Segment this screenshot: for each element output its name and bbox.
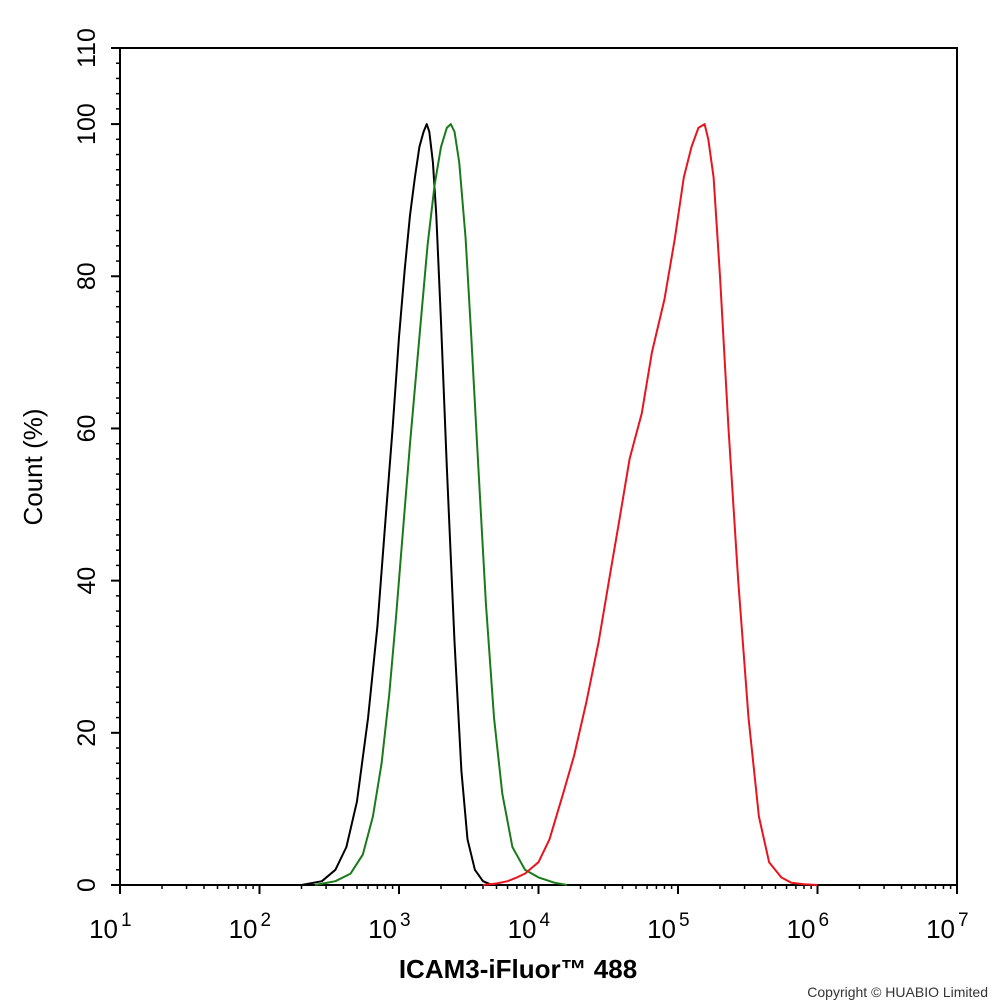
series-line-3 (482, 123, 818, 886)
x-tick-label-exponent: 7 (958, 910, 969, 931)
x-tick-label-base: 10 (89, 914, 118, 944)
x-tick-label-exponent: 6 (819, 910, 830, 931)
series-line-2 (314, 123, 568, 886)
y-tick-label: 60 (73, 415, 101, 443)
x-tick-label-exponent: 4 (540, 910, 551, 931)
x-axis-ticks: 10 1 10 2 10 3 10 4 10 5 10 6 10 7 (89, 885, 969, 944)
copyright-text: Copyright © HUABIO Limited (807, 984, 988, 1000)
x-tick-label-exponent: 3 (400, 910, 411, 931)
x-tick-label-exponent: 1 (121, 910, 132, 931)
y-tick-label: 100 (73, 103, 101, 145)
x-tick-label-base: 10 (926, 914, 955, 944)
x-tick-label-exponent: 2 (261, 910, 272, 931)
x-tick-label-base: 10 (229, 914, 258, 944)
histogram-lines (301, 123, 818, 886)
x-tick-label-base: 10 (508, 914, 537, 944)
series-line-1 (301, 123, 497, 886)
x-tick-label-base: 10 (787, 914, 816, 944)
plot-frame (119, 47, 958, 886)
y-tick-label: 40 (73, 567, 101, 595)
y-axis-label: Count (%) (18, 408, 48, 525)
x-tick-label-exponent: 5 (679, 910, 690, 931)
x-axis-label: ICAM3-iFluor™ 488 (399, 954, 637, 984)
y-tick-label: 110 (73, 28, 101, 68)
x-tick-label-base: 10 (647, 914, 676, 944)
y-axis-ticks: 0 20 40 60 80 100 110 (73, 28, 120, 892)
y-tick-label: 0 (73, 878, 101, 892)
y-tick-label: 20 (73, 719, 101, 747)
x-tick-label-base: 10 (368, 914, 397, 944)
y-tick-label: 80 (73, 262, 101, 290)
